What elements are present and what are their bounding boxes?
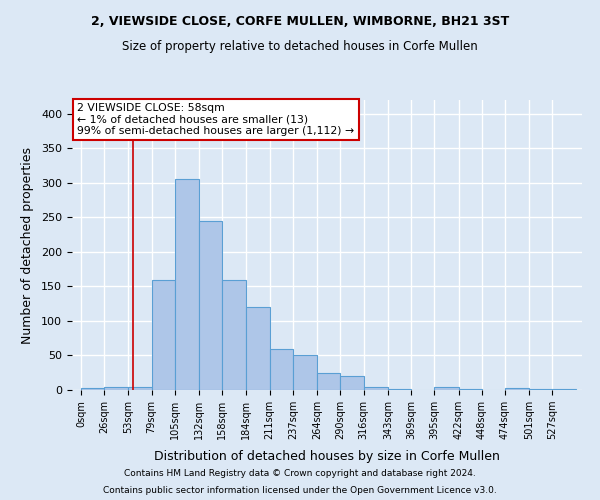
- Text: 2 VIEWSIDE CLOSE: 58sqm
← 1% of detached houses are smaller (13)
99% of semi-det: 2 VIEWSIDE CLOSE: 58sqm ← 1% of detached…: [77, 103, 354, 136]
- Y-axis label: Number of detached properties: Number of detached properties: [21, 146, 34, 344]
- X-axis label: Distribution of detached houses by size in Corfe Mullen: Distribution of detached houses by size …: [154, 450, 500, 464]
- Bar: [245, 307, 270, 390]
- Text: Contains public sector information licensed under the Open Government Licence v3: Contains public sector information licen…: [103, 486, 497, 495]
- Bar: [104, 386, 128, 390]
- Bar: [317, 372, 340, 390]
- Bar: [364, 386, 388, 390]
- Text: 2, VIEWSIDE CLOSE, CORFE MULLEN, WIMBORNE, BH21 3ST: 2, VIEWSIDE CLOSE, CORFE MULLEN, WIMBORN…: [91, 15, 509, 28]
- Bar: [270, 348, 293, 390]
- Bar: [340, 376, 364, 390]
- Bar: [434, 386, 458, 390]
- Bar: [529, 388, 553, 390]
- Bar: [458, 388, 482, 390]
- Bar: [293, 356, 317, 390]
- Text: Contains HM Land Registry data © Crown copyright and database right 2024.: Contains HM Land Registry data © Crown c…: [124, 468, 476, 477]
- Bar: [505, 388, 529, 390]
- Bar: [199, 221, 223, 390]
- Bar: [152, 280, 175, 390]
- Text: Size of property relative to detached houses in Corfe Mullen: Size of property relative to detached ho…: [122, 40, 478, 53]
- Bar: [553, 388, 576, 390]
- Bar: [388, 388, 411, 390]
- Bar: [81, 388, 104, 390]
- Bar: [128, 386, 152, 390]
- Bar: [175, 180, 199, 390]
- Bar: [223, 280, 245, 390]
